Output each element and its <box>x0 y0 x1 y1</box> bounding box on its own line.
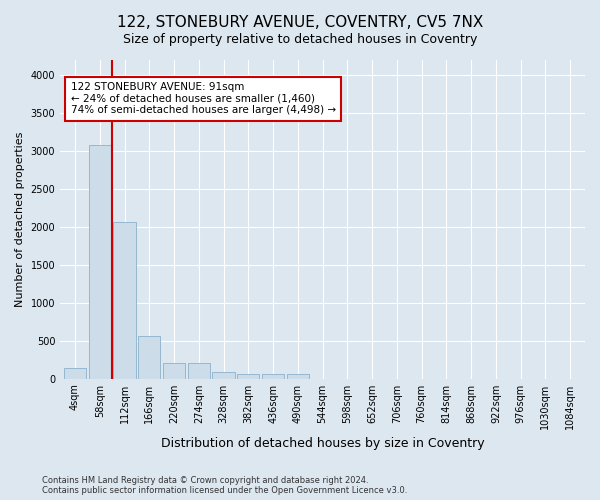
Text: Contains HM Land Registry data © Crown copyright and database right 2024.
Contai: Contains HM Land Registry data © Crown c… <box>42 476 407 495</box>
Y-axis label: Number of detached properties: Number of detached properties <box>15 132 25 307</box>
Text: Size of property relative to detached houses in Coventry: Size of property relative to detached ho… <box>123 32 477 46</box>
X-axis label: Distribution of detached houses by size in Coventry: Distribution of detached houses by size … <box>161 437 484 450</box>
Text: 122, STONEBURY AVENUE, COVENTRY, CV5 7NX: 122, STONEBURY AVENUE, COVENTRY, CV5 7NX <box>117 15 483 30</box>
Bar <box>212 372 235 378</box>
Bar <box>262 374 284 378</box>
Bar <box>188 362 210 378</box>
Bar <box>287 374 309 378</box>
Bar <box>138 336 160 378</box>
Text: 122 STONEBURY AVENUE: 91sqm
← 24% of detached houses are smaller (1,460)
74% of : 122 STONEBURY AVENUE: 91sqm ← 24% of det… <box>71 82 336 116</box>
Bar <box>237 374 259 378</box>
Bar <box>89 145 111 378</box>
Bar <box>113 222 136 378</box>
Bar <box>163 362 185 378</box>
Bar <box>64 368 86 378</box>
